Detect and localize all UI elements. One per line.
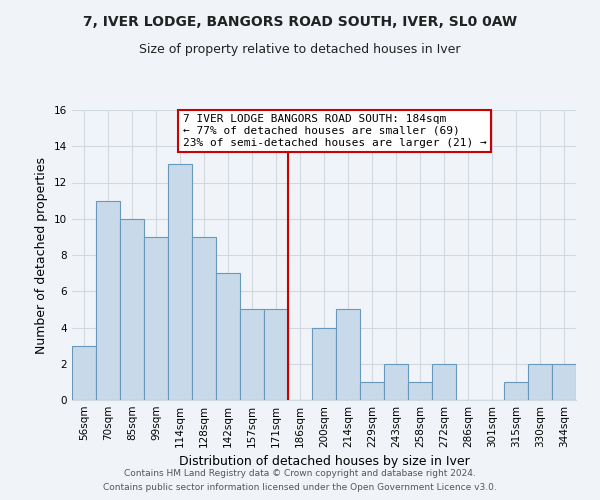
Bar <box>192 237 216 400</box>
Bar <box>120 219 144 400</box>
Bar <box>360 382 384 400</box>
Bar <box>264 310 288 400</box>
Bar <box>336 310 360 400</box>
Y-axis label: Number of detached properties: Number of detached properties <box>35 156 49 354</box>
Bar <box>216 273 240 400</box>
Bar <box>552 364 576 400</box>
X-axis label: Distribution of detached houses by size in Iver: Distribution of detached houses by size … <box>179 456 469 468</box>
Bar <box>144 237 168 400</box>
Text: Contains HM Land Registry data © Crown copyright and database right 2024.: Contains HM Land Registry data © Crown c… <box>124 468 476 477</box>
Bar <box>240 310 264 400</box>
Bar <box>504 382 528 400</box>
Bar <box>528 364 552 400</box>
Text: 7, IVER LODGE, BANGORS ROAD SOUTH, IVER, SL0 0AW: 7, IVER LODGE, BANGORS ROAD SOUTH, IVER,… <box>83 15 517 29</box>
Bar <box>432 364 456 400</box>
Bar <box>72 346 96 400</box>
Text: Contains public sector information licensed under the Open Government Licence v3: Contains public sector information licen… <box>103 484 497 492</box>
Bar <box>384 364 408 400</box>
Bar <box>168 164 192 400</box>
Text: Size of property relative to detached houses in Iver: Size of property relative to detached ho… <box>139 42 461 56</box>
Bar <box>408 382 432 400</box>
Bar <box>96 200 120 400</box>
Bar <box>312 328 336 400</box>
Text: 7 IVER LODGE BANGORS ROAD SOUTH: 184sqm
← 77% of detached houses are smaller (69: 7 IVER LODGE BANGORS ROAD SOUTH: 184sqm … <box>183 114 487 148</box>
